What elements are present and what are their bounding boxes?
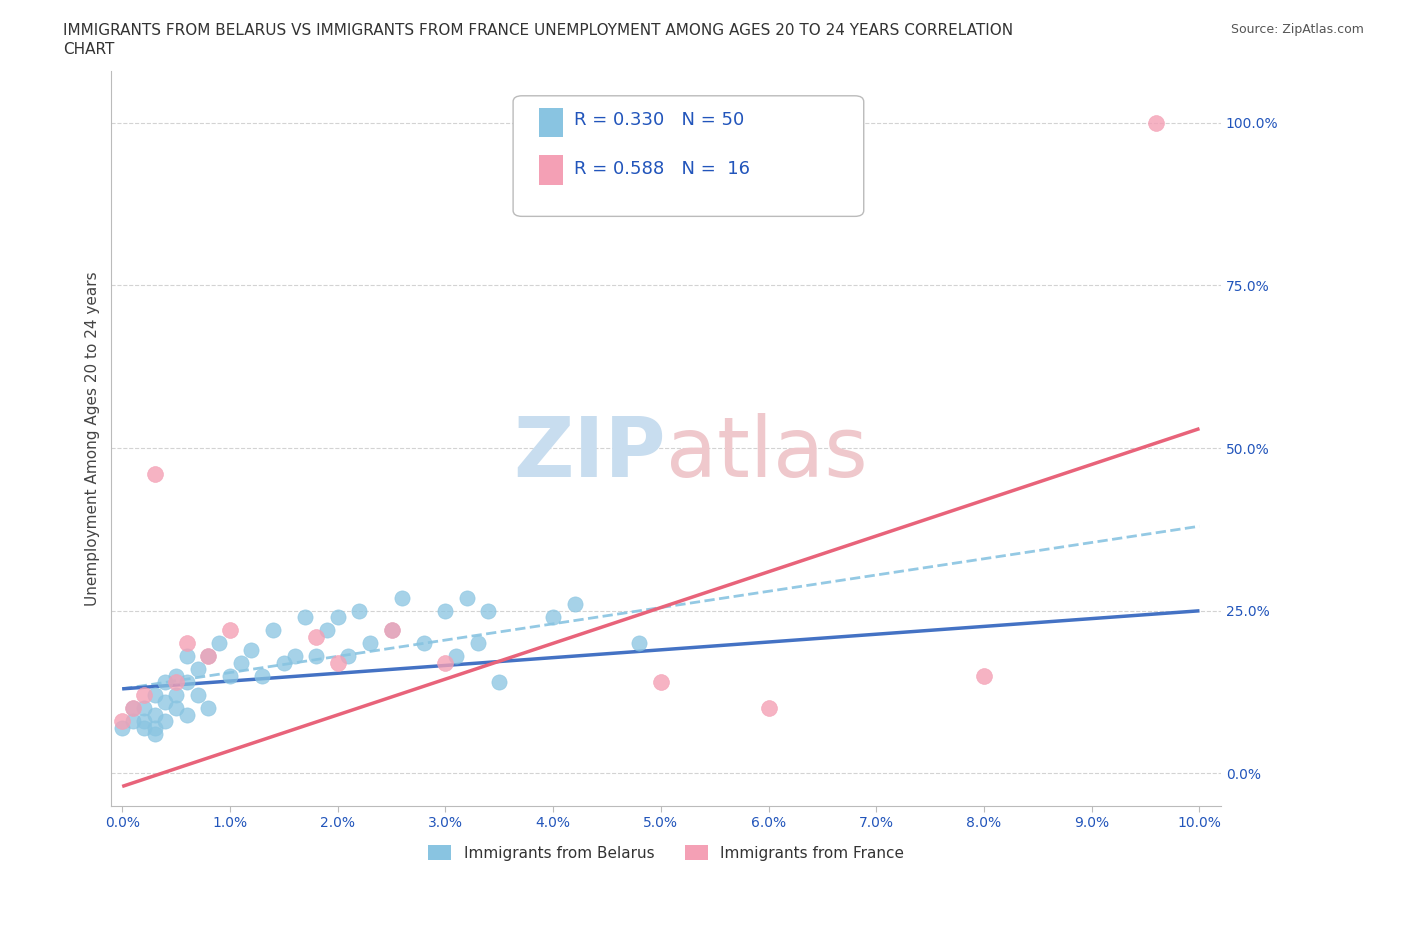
Point (359, 636, 381, 651)
Point (456, 591, 478, 605)
Point (165, 688, 187, 703)
Point (111, 721, 134, 736)
Text: atlas: atlas (666, 413, 868, 494)
Text: IMMIGRANTS FROM BELARUS VS IMMIGRANTS FROM FRANCE UNEMPLOYMENT AMONG AGES 20 TO : IMMIGRANTS FROM BELARUS VS IMMIGRANTS FR… (63, 23, 1014, 38)
Text: CHART: CHART (63, 42, 115, 57)
Point (444, 649, 467, 664)
Point (229, 656, 252, 671)
Point (132, 721, 155, 736)
Point (564, 597, 586, 612)
Point (111, 714, 134, 729)
Point (187, 688, 209, 703)
Point (165, 701, 187, 716)
Point (467, 636, 489, 651)
Point (155, 695, 177, 710)
Point (143, 467, 166, 482)
Point (326, 656, 349, 671)
Point (165, 675, 187, 690)
Point (380, 623, 402, 638)
Point (434, 604, 457, 618)
Point (477, 604, 499, 618)
Point (176, 649, 198, 664)
Point (165, 669, 187, 684)
Point (176, 636, 198, 651)
Point (650, 675, 672, 690)
Point (197, 649, 219, 664)
Point (132, 701, 155, 716)
Point (315, 623, 337, 638)
Point (283, 649, 305, 664)
Point (219, 669, 242, 684)
Point (143, 721, 166, 736)
Point (273, 656, 295, 671)
Point (294, 610, 316, 625)
Point (176, 675, 198, 690)
Text: ZIP: ZIP (513, 413, 666, 494)
Point (541, 610, 564, 625)
Y-axis label: Unemployment Among Ages 20 to 24 years: Unemployment Among Ages 20 to 24 years (86, 271, 100, 605)
Point (252, 669, 274, 684)
Point (488, 675, 510, 690)
Point (758, 701, 780, 716)
FancyBboxPatch shape (538, 108, 562, 137)
Point (143, 727, 166, 742)
Point (391, 591, 413, 605)
Point (337, 649, 360, 664)
Point (197, 701, 219, 716)
Point (122, 701, 145, 716)
Point (347, 604, 370, 618)
Point (380, 623, 402, 638)
FancyBboxPatch shape (538, 155, 562, 185)
Legend: Immigrants from Belarus, Immigrants from France: Immigrants from Belarus, Immigrants from… (429, 844, 904, 861)
Point (973, 669, 995, 684)
FancyBboxPatch shape (513, 96, 863, 217)
Point (219, 623, 242, 638)
Point (122, 714, 145, 729)
Point (143, 688, 166, 703)
Point (132, 688, 155, 703)
Point (143, 708, 166, 723)
Point (176, 708, 198, 723)
Text: R = 0.588   N =  16: R = 0.588 N = 16 (574, 160, 751, 178)
Point (434, 656, 457, 671)
Point (305, 649, 328, 664)
Point (132, 714, 155, 729)
Point (412, 636, 434, 651)
Point (208, 636, 231, 651)
Text: R = 0.330   N = 50: R = 0.330 N = 50 (574, 111, 744, 129)
Point (1144, 115, 1167, 130)
Point (187, 662, 209, 677)
Point (155, 675, 177, 690)
Point (240, 643, 263, 658)
Point (262, 623, 284, 638)
Point (155, 714, 177, 729)
Text: Source: ZipAtlas.com: Source: ZipAtlas.com (1230, 23, 1364, 36)
Point (122, 701, 145, 716)
Point (628, 636, 651, 651)
Point (197, 649, 219, 664)
Point (326, 610, 349, 625)
Point (305, 630, 328, 644)
